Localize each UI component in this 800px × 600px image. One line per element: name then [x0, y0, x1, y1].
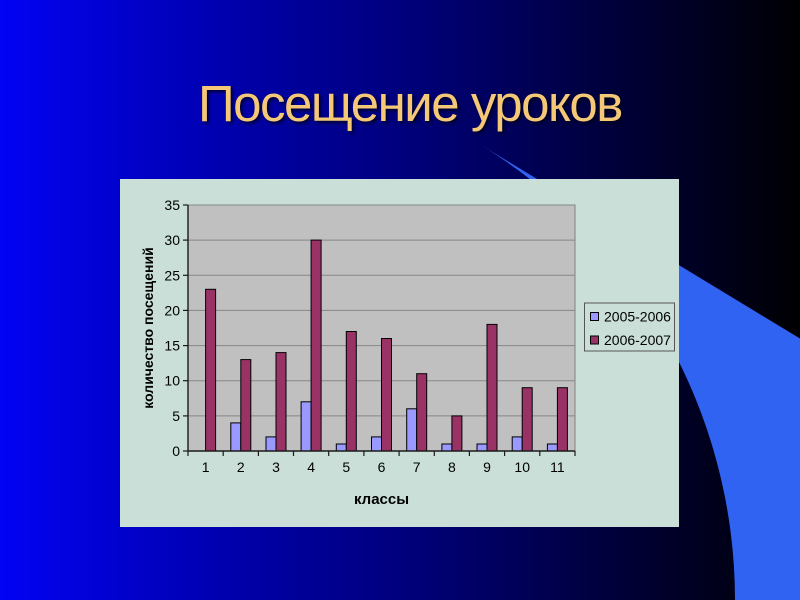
svg-text:15: 15 [164, 338, 180, 354]
svg-text:20: 20 [164, 302, 180, 318]
svg-text:11: 11 [550, 459, 565, 475]
svg-text:4: 4 [307, 459, 315, 475]
svg-text:0: 0 [172, 443, 180, 459]
svg-text:3: 3 [272, 459, 280, 475]
svg-text:10: 10 [164, 373, 180, 389]
svg-text:2: 2 [237, 459, 245, 475]
svg-text:30: 30 [164, 232, 180, 248]
svg-text:классы: классы [354, 491, 409, 508]
svg-text:6: 6 [378, 459, 386, 475]
svg-text:5: 5 [172, 408, 180, 424]
svg-text:7: 7 [413, 459, 421, 475]
svg-text:количество посещений: количество посещений [140, 247, 156, 408]
svg-text:1: 1 [202, 459, 210, 475]
svg-text:8: 8 [448, 459, 456, 475]
svg-text:10: 10 [514, 459, 530, 475]
svg-text:9: 9 [483, 459, 491, 475]
svg-text:2005-2006: 2005-2006 [604, 309, 671, 325]
svg-text:5: 5 [342, 459, 350, 475]
svg-text:2006-2007: 2006-2007 [604, 332, 671, 348]
svg-text:35: 35 [164, 197, 180, 213]
svg-text:25: 25 [164, 267, 180, 283]
